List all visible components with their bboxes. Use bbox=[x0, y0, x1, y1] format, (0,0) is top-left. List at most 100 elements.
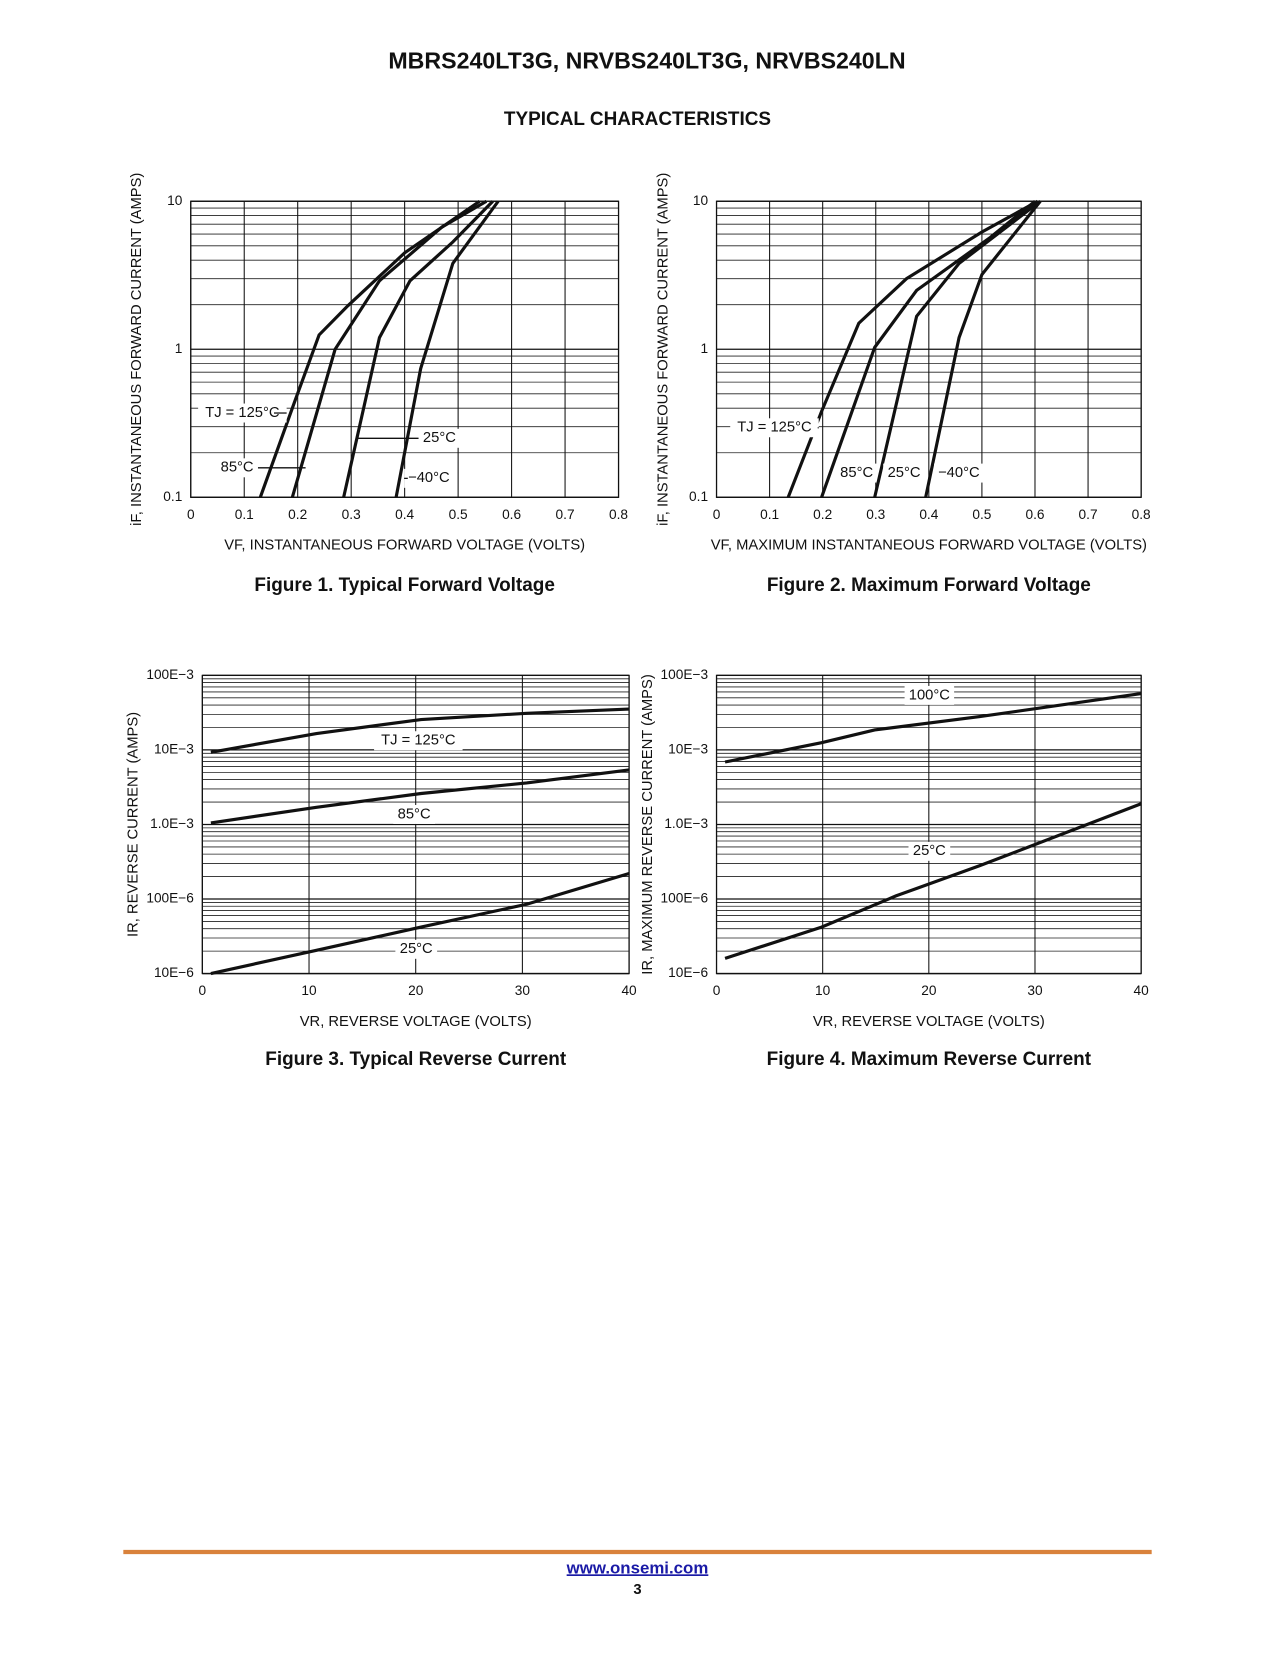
x-tick-label: 0.4 bbox=[919, 507, 938, 522]
x-tick-label: 0.5 bbox=[449, 507, 468, 522]
label-backdrop bbox=[883, 463, 925, 483]
series-label: 25°C bbox=[400, 941, 433, 957]
x-tick-label: 0.7 bbox=[556, 507, 575, 522]
y-tick-label: 100E−6 bbox=[146, 891, 194, 906]
x-tick-label: 0 bbox=[199, 983, 207, 998]
y-axis-label: IR, MAXIMUM REVERSE CURRENT (AMPS) bbox=[640, 674, 656, 975]
series-label: 85°C bbox=[840, 465, 873, 481]
x-axis-label: VR, REVERSE VOLTAGE (VOLTS) bbox=[813, 1014, 1045, 1030]
label-backdrop bbox=[395, 939, 438, 959]
y-tick-label: 1.0E−3 bbox=[664, 816, 708, 831]
y-axis-label: IR, REVERSE CURRENT (AMPS) bbox=[126, 712, 142, 937]
figure-caption: Figure 3. Typical Reverse Current bbox=[265, 1049, 567, 1070]
label-backdrop bbox=[418, 428, 461, 448]
x-tick-label: 20 bbox=[921, 983, 937, 998]
y-tick-label: 10E−3 bbox=[668, 742, 708, 757]
x-tick-label: 30 bbox=[1027, 983, 1043, 998]
x-tick-label: 40 bbox=[1134, 983, 1150, 998]
figure-caption: Figure 1. Typical Forward Voltage bbox=[254, 575, 555, 596]
y-tick-label: 100E−3 bbox=[661, 667, 709, 682]
x-tick-label: 0.2 bbox=[288, 507, 307, 522]
doc-title: MBRS240LT3G, NRVBS240LT3G, NRVBS240LN bbox=[388, 47, 905, 73]
x-tick-label: 0.4 bbox=[395, 507, 414, 522]
x-axis-label: VF, INSTANTANEOUS FORWARD VOLTAGE (VOLTS… bbox=[224, 538, 585, 554]
series-label: 85°C bbox=[398, 806, 431, 822]
x-axis-label: VR, REVERSE VOLTAGE (VOLTS) bbox=[300, 1014, 532, 1030]
x-axis-label: VF, MAXIMUM INSTANTANEOUS FORWARD VOLTAG… bbox=[711, 538, 1147, 554]
series-line bbox=[290, 199, 488, 498]
label-backdrop bbox=[908, 841, 951, 861]
label-backdrop bbox=[730, 418, 819, 438]
y-tick-label: 10E−6 bbox=[668, 965, 708, 980]
series-label: 85°C bbox=[221, 460, 254, 476]
figure-caption: Figure 2. Maximum Forward Voltage bbox=[767, 575, 1091, 596]
y-tick-label: 0.1 bbox=[163, 489, 182, 504]
y-tick-label: 10E−6 bbox=[154, 965, 194, 980]
series-label: TJ = 125°C bbox=[205, 405, 280, 421]
label-backdrop bbox=[393, 804, 435, 824]
y-axis-label: iF, INSTANTANEOUS FORWARD CURRENT (AMPS) bbox=[656, 173, 672, 526]
x-tick-label: 20 bbox=[408, 983, 424, 998]
y-tick-label: 0.1 bbox=[689, 489, 708, 504]
x-tick-label: 0.1 bbox=[235, 507, 254, 522]
y-tick-label: 10 bbox=[693, 193, 709, 208]
y-tick-label: 10 bbox=[167, 193, 183, 208]
label-backdrop bbox=[374, 731, 463, 751]
x-tick-label: 0.6 bbox=[1025, 507, 1044, 522]
series-line bbox=[342, 200, 494, 498]
x-tick-label: 30 bbox=[515, 983, 531, 998]
series-label: 25°C bbox=[913, 843, 946, 859]
series-line bbox=[820, 200, 1037, 498]
figure-caption: Figure 4. Maximum Reverse Current bbox=[767, 1049, 1092, 1070]
x-tick-label: 0.6 bbox=[502, 507, 521, 522]
series-label: −40°C bbox=[938, 465, 980, 481]
series-line bbox=[924, 200, 1042, 498]
y-tick-label: 100E−3 bbox=[146, 667, 194, 682]
label-backdrop bbox=[904, 685, 955, 705]
series-label: TJ = 125°C bbox=[381, 733, 456, 749]
x-tick-label: 0.3 bbox=[866, 507, 885, 522]
series-label: 25°C bbox=[423, 430, 456, 446]
series-line bbox=[873, 199, 1042, 498]
x-tick-label: 0 bbox=[713, 507, 721, 522]
x-tick-label: 0.7 bbox=[1079, 507, 1098, 522]
series-label: 25°C bbox=[888, 465, 921, 481]
y-tick-label: 100E−6 bbox=[661, 891, 709, 906]
x-tick-label: 10 bbox=[815, 983, 831, 998]
series-line bbox=[210, 707, 630, 754]
label-backdrop bbox=[216, 458, 258, 478]
y-tick-label: 10E−3 bbox=[154, 742, 194, 757]
series-line bbox=[210, 871, 630, 976]
series-label: TJ = 125°C bbox=[737, 420, 812, 436]
x-tick-label: 10 bbox=[301, 983, 317, 998]
x-tick-label: 0 bbox=[187, 507, 195, 522]
y-tick-label: 1.0E−3 bbox=[150, 816, 194, 831]
series-line bbox=[724, 692, 1142, 764]
x-tick-label: 40 bbox=[621, 983, 637, 998]
y-axis-label: iF, INSTANTANEOUS FORWARD CURRENT (AMPS) bbox=[129, 173, 145, 526]
series-line bbox=[394, 200, 500, 498]
x-tick-label: 0.8 bbox=[1132, 507, 1151, 522]
series-line bbox=[724, 802, 1142, 960]
y-tick-label: 1 bbox=[700, 341, 708, 356]
label-backdrop bbox=[835, 463, 878, 483]
y-tick-label: 1 bbox=[175, 341, 183, 356]
footer-link[interactable]: www.onsemi.com bbox=[566, 1558, 709, 1577]
section-title: TYPICAL CHARACTERISTICS bbox=[504, 109, 771, 130]
x-tick-label: 0.3 bbox=[342, 507, 361, 522]
label-backdrop bbox=[404, 468, 454, 488]
page-number: 3 bbox=[633, 1582, 641, 1598]
label-backdrop bbox=[198, 403, 287, 423]
label-backdrop bbox=[934, 463, 984, 483]
x-tick-label: 0 bbox=[713, 983, 721, 998]
series-label: 100°C bbox=[909, 687, 951, 703]
series-label: −40°C bbox=[408, 470, 450, 486]
x-tick-label: 0.2 bbox=[813, 507, 832, 522]
x-tick-label: 0.5 bbox=[972, 507, 991, 522]
series-line bbox=[258, 199, 481, 498]
x-tick-label: 0.8 bbox=[609, 507, 628, 522]
series-line bbox=[210, 768, 630, 825]
x-tick-label: 0.1 bbox=[760, 507, 779, 522]
